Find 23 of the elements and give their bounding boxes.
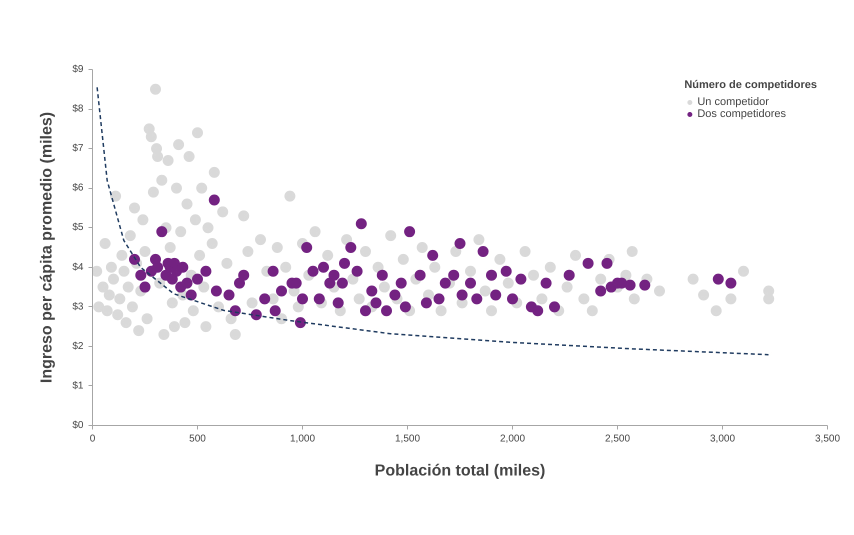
legend-label: Un competidor bbox=[697, 96, 769, 108]
y-tick-label: $6 bbox=[72, 182, 84, 194]
legend-title: Número de competidores bbox=[684, 79, 817, 91]
y-tick-label: $0 bbox=[72, 420, 84, 431]
x-tick-label: 2,000 bbox=[500, 434, 526, 444]
y-tick-label: $1 bbox=[72, 380, 84, 392]
x-tick-label: 3,000 bbox=[710, 434, 736, 444]
legend-label: Dos competidores bbox=[697, 108, 786, 120]
y-tick-label: $7 bbox=[72, 143, 84, 154]
x-tick-label: 0 bbox=[90, 434, 96, 444]
y-tick-label: $4 bbox=[72, 262, 84, 273]
y-tick-label: $5 bbox=[72, 222, 84, 234]
y-axis-title: Ingreso per cápita promedio (miles) bbox=[38, 112, 56, 384]
x-tick-label: 1,000 bbox=[290, 434, 316, 444]
y-tick-label: $3 bbox=[72, 301, 84, 312]
x-tick-label: 3,500 bbox=[814, 434, 840, 444]
x-tick-label: 2,500 bbox=[604, 434, 630, 444]
y-tick-label: $9 bbox=[72, 64, 84, 75]
y-tick-label: $2 bbox=[72, 340, 84, 352]
x-tick-label: 1,500 bbox=[394, 434, 420, 444]
x-axis-title: Población total (miles) bbox=[374, 462, 546, 480]
y-tick-label: $8 bbox=[72, 104, 84, 115]
x-tick-label: 500 bbox=[189, 434, 206, 444]
